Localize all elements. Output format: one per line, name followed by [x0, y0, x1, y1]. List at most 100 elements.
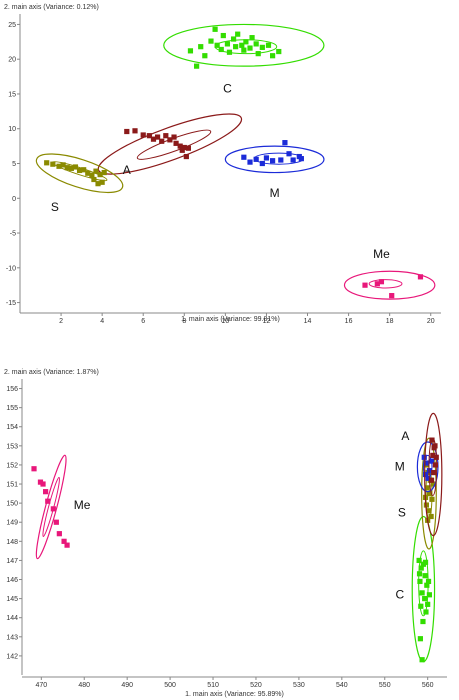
- x-tick-label: 500: [164, 682, 176, 689]
- data-point: [426, 592, 432, 598]
- data-point: [89, 172, 95, 178]
- y-tick-label: 147: [6, 558, 18, 565]
- x-tick-label: 4: [100, 318, 104, 325]
- data-point: [253, 41, 259, 47]
- series-a: A: [401, 412, 443, 537]
- y-tick-label: 149: [6, 520, 18, 527]
- data-point: [218, 46, 224, 53]
- cluster-label-c: C: [395, 588, 404, 602]
- data-point: [425, 578, 432, 585]
- series-m: M: [224, 140, 325, 200]
- cluster-label-a: A: [401, 429, 409, 443]
- cluster-label-me: Me: [74, 498, 91, 512]
- pca-scatter-plot-top: -15 -10 -5 0 5 10 15 20 25 2 4 6 8 10 12 14 16 18 20 2. mai…: [4, 4, 441, 325]
- data-point: [159, 138, 165, 144]
- data-point: [64, 165, 70, 171]
- data-point: [163, 133, 169, 139]
- y-tick-label: 151: [6, 482, 18, 489]
- data-point: [235, 31, 241, 37]
- data-point: [278, 157, 284, 163]
- cluster-label-m: M: [270, 186, 280, 200]
- data-point: [43, 489, 49, 495]
- data-point: [60, 162, 66, 168]
- x-tick-label: 8: [182, 318, 186, 325]
- data-point: [208, 38, 214, 44]
- data-point: [239, 42, 245, 48]
- data-point: [423, 609, 429, 615]
- x-tick-label: 540: [336, 682, 348, 689]
- y-tick-label: 143: [6, 634, 18, 641]
- y-axis-title: 2. main axis (Variance: 0.12%): [4, 4, 99, 11]
- y-tick-label: 154: [6, 424, 18, 431]
- y-tick-label: 25: [8, 22, 16, 29]
- series-c: C: [163, 23, 325, 96]
- data-point: [425, 601, 431, 607]
- x-tick-label: 470: [35, 682, 47, 689]
- data-point: [95, 181, 101, 187]
- y-tick-label: 15: [8, 91, 16, 98]
- y-tick-label: 153: [6, 443, 18, 450]
- cluster-label-c: C: [223, 82, 232, 96]
- data-point: [416, 557, 422, 564]
- cluster-label-m: M: [395, 460, 405, 474]
- y-tick-label: -10: [6, 265, 16, 272]
- x-axis-title: 1. main axis (Variance: 99.81%): [181, 316, 280, 323]
- confidence-ellipse: [35, 153, 124, 194]
- x-tick-label: 550: [379, 682, 391, 689]
- data-point: [422, 471, 429, 478]
- data-point: [68, 165, 74, 171]
- data-point: [194, 63, 200, 69]
- data-point: [81, 167, 87, 173]
- data-point: [416, 571, 423, 577]
- data-point: [187, 48, 194, 54]
- confidence-ellipse: [411, 515, 436, 663]
- confidence-ellipse: [421, 437, 437, 550]
- y-tick-label: 142: [6, 653, 18, 660]
- y-axis-title: 2. main axis (Variance: 1.87%): [4, 369, 99, 376]
- data-point: [428, 458, 435, 464]
- data-point: [173, 140, 179, 146]
- data-point: [428, 513, 434, 520]
- x-tick-label: 16: [345, 318, 353, 325]
- x-tick-label: 560: [422, 682, 434, 689]
- data-point: [378, 279, 385, 285]
- data-point: [249, 35, 255, 41]
- x-tick-label: 520: [250, 682, 262, 689]
- confidence-ellipse: [224, 145, 325, 174]
- cluster-label-s: S: [398, 505, 406, 519]
- data-point: [418, 603, 424, 609]
- data-point: [97, 172, 103, 178]
- data-point: [429, 437, 435, 443]
- data-point: [154, 134, 161, 140]
- data-point: [50, 161, 56, 167]
- data-point: [243, 39, 249, 45]
- data-point: [418, 565, 424, 571]
- y-tick-label: 155: [6, 405, 18, 412]
- data-point: [290, 157, 296, 163]
- x-tick-label: 480: [78, 682, 90, 689]
- data-point: [430, 452, 436, 458]
- data-point: [233, 44, 239, 50]
- data-point: [259, 160, 265, 167]
- data-point: [426, 508, 432, 514]
- data-point: [181, 144, 187, 151]
- data-point: [270, 53, 276, 59]
- data-point: [91, 176, 97, 183]
- series-me: Me: [343, 247, 436, 300]
- data-point: [426, 490, 432, 497]
- data-point: [422, 596, 428, 602]
- data-point: [286, 151, 292, 157]
- confidence-ellipse: [163, 23, 325, 67]
- x-tick-label: 490: [121, 682, 133, 689]
- cluster-label-me: Me: [373, 247, 390, 261]
- data-point: [253, 156, 259, 162]
- data-point: [140, 132, 146, 138]
- data-point: [428, 477, 435, 483]
- y-tick-label: -5: [10, 231, 16, 238]
- data-point: [247, 45, 253, 51]
- data-point: [422, 573, 428, 579]
- y-tick-label: 152: [6, 462, 18, 469]
- x-tick-label: 510: [207, 682, 219, 689]
- data-point: [421, 454, 427, 460]
- series-me: Me: [31, 454, 91, 560]
